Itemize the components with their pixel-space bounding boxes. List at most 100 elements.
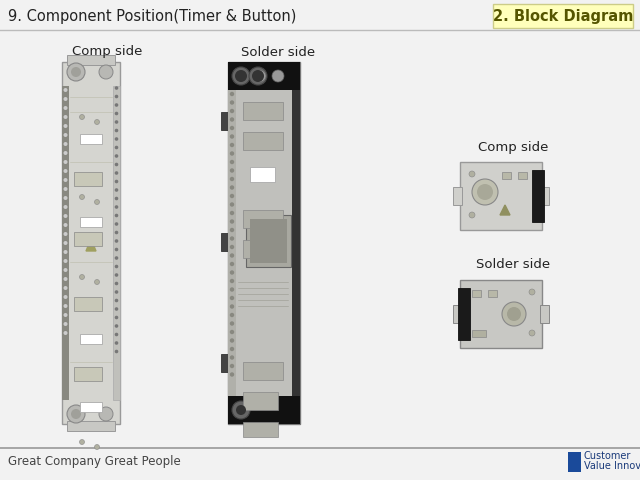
Circle shape [95, 444, 99, 449]
Circle shape [230, 330, 234, 334]
Circle shape [115, 112, 118, 115]
Bar [472, 330, 486, 337]
Circle shape [115, 256, 118, 260]
Bar [540, 187, 549, 205]
Circle shape [115, 324, 118, 328]
Bar [74, 297, 102, 311]
Circle shape [115, 163, 118, 166]
Bar [228, 62, 300, 90]
Circle shape [63, 268, 67, 272]
Circle shape [232, 67, 250, 85]
Bar [250, 219, 287, 263]
Circle shape [63, 115, 67, 119]
Bar [453, 187, 462, 205]
Text: Comp side: Comp side [72, 46, 142, 59]
Bar [221, 354, 230, 372]
Circle shape [115, 95, 118, 98]
Circle shape [230, 372, 234, 377]
Circle shape [71, 67, 81, 77]
Bar [228, 90, 236, 396]
Bar [80, 334, 102, 344]
Circle shape [63, 187, 67, 191]
Circle shape [95, 120, 99, 124]
Circle shape [99, 65, 113, 79]
Circle shape [115, 146, 118, 149]
Circle shape [63, 241, 67, 245]
Circle shape [71, 409, 81, 419]
Circle shape [79, 275, 84, 279]
Circle shape [230, 270, 234, 275]
Circle shape [115, 137, 118, 141]
Circle shape [115, 129, 118, 132]
Text: Comp side: Comp side [478, 142, 548, 155]
Circle shape [230, 228, 234, 232]
Bar [74, 367, 102, 381]
Bar [472, 290, 481, 297]
Circle shape [95, 279, 99, 285]
Circle shape [507, 307, 521, 321]
Circle shape [115, 103, 118, 107]
Bar [292, 90, 300, 396]
Circle shape [230, 211, 234, 215]
Circle shape [63, 169, 67, 173]
Circle shape [115, 264, 118, 268]
Circle shape [115, 307, 118, 311]
Circle shape [230, 134, 234, 139]
Circle shape [67, 405, 85, 423]
Bar [80, 402, 102, 412]
FancyBboxPatch shape [493, 4, 633, 28]
Bar [74, 172, 102, 186]
Bar [74, 232, 102, 246]
Circle shape [63, 304, 67, 308]
Bar [246, 215, 291, 267]
Circle shape [230, 288, 234, 292]
Circle shape [95, 200, 99, 204]
Bar [568, 452, 581, 472]
Circle shape [115, 282, 118, 285]
Circle shape [63, 295, 67, 299]
Bar [243, 240, 273, 258]
Circle shape [230, 100, 234, 105]
Circle shape [529, 330, 535, 336]
Circle shape [115, 171, 118, 175]
Circle shape [63, 196, 67, 200]
Circle shape [230, 168, 234, 173]
Circle shape [469, 212, 475, 218]
Circle shape [230, 160, 234, 164]
Circle shape [63, 331, 67, 335]
Circle shape [230, 143, 234, 147]
Bar [243, 422, 278, 437]
Circle shape [79, 440, 84, 444]
Bar [453, 305, 462, 323]
Circle shape [79, 115, 84, 120]
Bar [243, 102, 283, 120]
Circle shape [115, 154, 118, 158]
Circle shape [230, 338, 234, 343]
Circle shape [230, 347, 234, 351]
Circle shape [230, 92, 234, 96]
Circle shape [230, 321, 234, 326]
Circle shape [252, 70, 264, 82]
Text: 2. Block Diagram: 2. Block Diagram [493, 9, 633, 24]
Circle shape [63, 259, 67, 263]
Polygon shape [500, 205, 510, 215]
Bar [460, 162, 542, 230]
Circle shape [232, 401, 250, 419]
Bar [250, 167, 275, 182]
Circle shape [230, 296, 234, 300]
Bar [243, 392, 278, 410]
Circle shape [79, 194, 84, 200]
Bar [243, 362, 283, 380]
Bar [460, 280, 542, 348]
Circle shape [63, 313, 67, 317]
Circle shape [472, 179, 498, 205]
Circle shape [115, 188, 118, 192]
Circle shape [230, 245, 234, 249]
Circle shape [115, 350, 118, 353]
Circle shape [236, 405, 246, 415]
Bar [62, 86, 69, 400]
Bar [67, 55, 115, 65]
Circle shape [115, 299, 118, 302]
Circle shape [230, 279, 234, 283]
Bar [540, 305, 549, 323]
